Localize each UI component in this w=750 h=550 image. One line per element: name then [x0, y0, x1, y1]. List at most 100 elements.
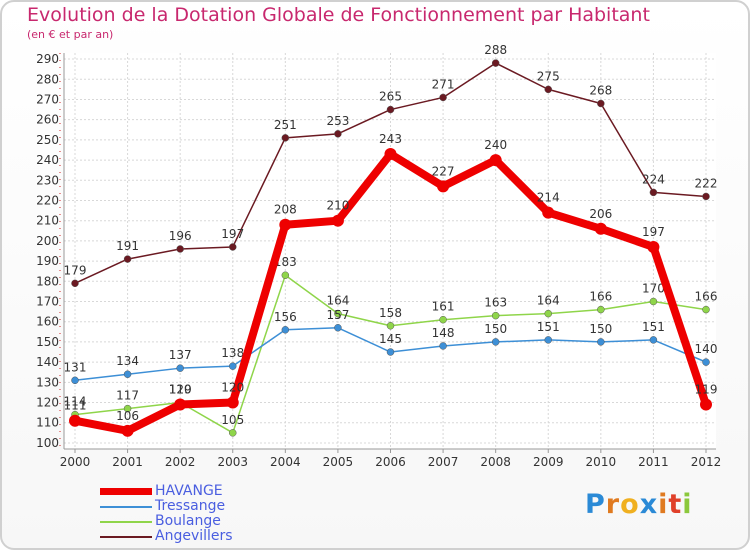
x-tick-label: 2008: [480, 455, 511, 469]
data-label-tressange: 137: [169, 348, 192, 362]
data-label-boulange: 120: [169, 383, 192, 397]
y-tick-label: 280: [36, 72, 59, 86]
data-label-boulange: 164: [537, 294, 560, 308]
logo-letter: i: [658, 489, 669, 520]
data-point-boulange: [123, 404, 132, 413]
data-label-havange: 119: [169, 383, 192, 397]
data-label-boulange: 114: [64, 395, 87, 409]
data-label-tressange: 157: [326, 308, 349, 322]
data-point-havange: [331, 214, 344, 227]
data-label-angevillers: 271: [432, 77, 455, 91]
data-point-angevillers: [334, 130, 342, 138]
data-label-havange: 227: [432, 164, 455, 178]
data-label-tressange: 150: [589, 322, 612, 336]
data-point-tressange: [491, 338, 500, 346]
data-point-boulange: [334, 309, 342, 318]
y-tick-label: 200: [36, 234, 59, 248]
logo-letter: r: [605, 489, 621, 520]
data-point-tressange: [439, 342, 447, 350]
y-tick-label: 130: [36, 375, 59, 389]
legend-swatch-tressange: [100, 506, 152, 508]
y-tick-label: 160: [36, 315, 59, 329]
data-point-boulange: [491, 311, 500, 320]
data-label-tressange: 151: [537, 320, 560, 334]
data-label-tressange: 150: [484, 322, 507, 336]
data-label-havange: 197: [642, 225, 665, 239]
data-label-boulange: 105: [221, 413, 244, 427]
data-point-tressange: [597, 338, 605, 346]
data-label-angevillers: 224: [642, 172, 665, 186]
data-label-boulange: 183: [274, 255, 297, 269]
x-tick-label: 2011: [638, 455, 669, 469]
y-tick-label: 210: [36, 214, 59, 228]
data-label-angevillers: 253: [326, 114, 349, 128]
logo-letter: i: [682, 489, 693, 520]
y-tick-label: 180: [36, 274, 59, 288]
data-label-tressange: 151: [642, 320, 665, 334]
y-tick-label: 170: [36, 295, 59, 309]
data-label-angevillers: 191: [116, 239, 139, 253]
data-point-boulange: [439, 315, 447, 324]
x-tick-label: 2002: [165, 455, 196, 469]
data-point-angevillers: [71, 279, 79, 288]
data-point-angevillers: [544, 85, 552, 94]
data-label-angevillers: 251: [274, 118, 297, 132]
data-point-boulange: [229, 429, 237, 437]
data-point-boulange: [597, 305, 605, 314]
data-point-havange: [69, 414, 81, 427]
data-point-boulange: [281, 271, 290, 279]
y-tick-label: 230: [36, 173, 59, 187]
data-label-boulange: 164: [326, 294, 349, 308]
x-tick-label: 2000: [60, 455, 91, 469]
data-point-angevillers: [649, 188, 658, 197]
x-tick-label: 2003: [217, 455, 248, 469]
data-label-tressange: 134: [116, 354, 139, 368]
data-point-havange: [542, 206, 555, 219]
data-label-havange: 206: [589, 207, 612, 221]
y-tick-label: 250: [36, 133, 59, 147]
x-tick-label: 2010: [586, 455, 617, 469]
data-point-angevillers: [491, 59, 500, 67]
data-point-tressange: [702, 358, 710, 366]
data-label-tressange: 138: [221, 346, 244, 360]
data-label-angevillers: 275: [537, 69, 560, 83]
data-label-tressange: 131: [64, 360, 87, 374]
data-point-angevillers: [281, 134, 290, 142]
data-point-boulange: [544, 309, 552, 318]
data-label-havange: 210: [326, 199, 349, 213]
data-label-boulange: 166: [695, 290, 718, 304]
data-label-angevillers: 179: [64, 263, 87, 277]
data-point-angevillers: [229, 243, 237, 251]
y-tick-label: 140: [36, 355, 59, 369]
legend-label-boulange: Boulange: [155, 513, 221, 529]
data-label-boulange: 117: [116, 389, 139, 403]
data-point-angevillers: [439, 93, 447, 102]
legend-label-havange: HAVANGE: [155, 483, 223, 499]
data-point-tressange: [281, 326, 290, 334]
y-tick-label: 110: [36, 416, 59, 430]
data-label-havange: 120: [221, 381, 244, 395]
data-point-angevillers: [597, 99, 605, 108]
data-point-havange: [279, 218, 292, 231]
data-point-havange: [647, 240, 660, 253]
data-label-angevillers: 196: [169, 229, 192, 243]
legend-swatch-havange: [100, 488, 152, 495]
data-point-tressange: [123, 370, 132, 378]
data-label-boulange: 158: [379, 306, 402, 320]
data-point-havange: [121, 424, 134, 437]
data-label-havange: 243: [379, 132, 402, 146]
chart-subtitle: (en € et par an): [27, 28, 114, 41]
x-tick-label: 2004: [270, 455, 301, 469]
data-label-havange: 111: [64, 399, 87, 413]
y-tick-label: 290: [36, 52, 59, 66]
data-point-tressange: [176, 364, 184, 372]
data-point-tressange: [229, 362, 237, 370]
data-label-havange: 106: [116, 409, 139, 423]
x-tick-label: 2009: [533, 455, 564, 469]
y-tick-label: 100: [36, 436, 59, 450]
legend-label-angevillers: Angevillers: [155, 528, 233, 544]
logo-letter: P: [585, 489, 606, 520]
legend-swatch-boulange: [100, 521, 152, 523]
logo-letter: o: [620, 489, 640, 520]
data-point-boulange: [702, 305, 710, 314]
